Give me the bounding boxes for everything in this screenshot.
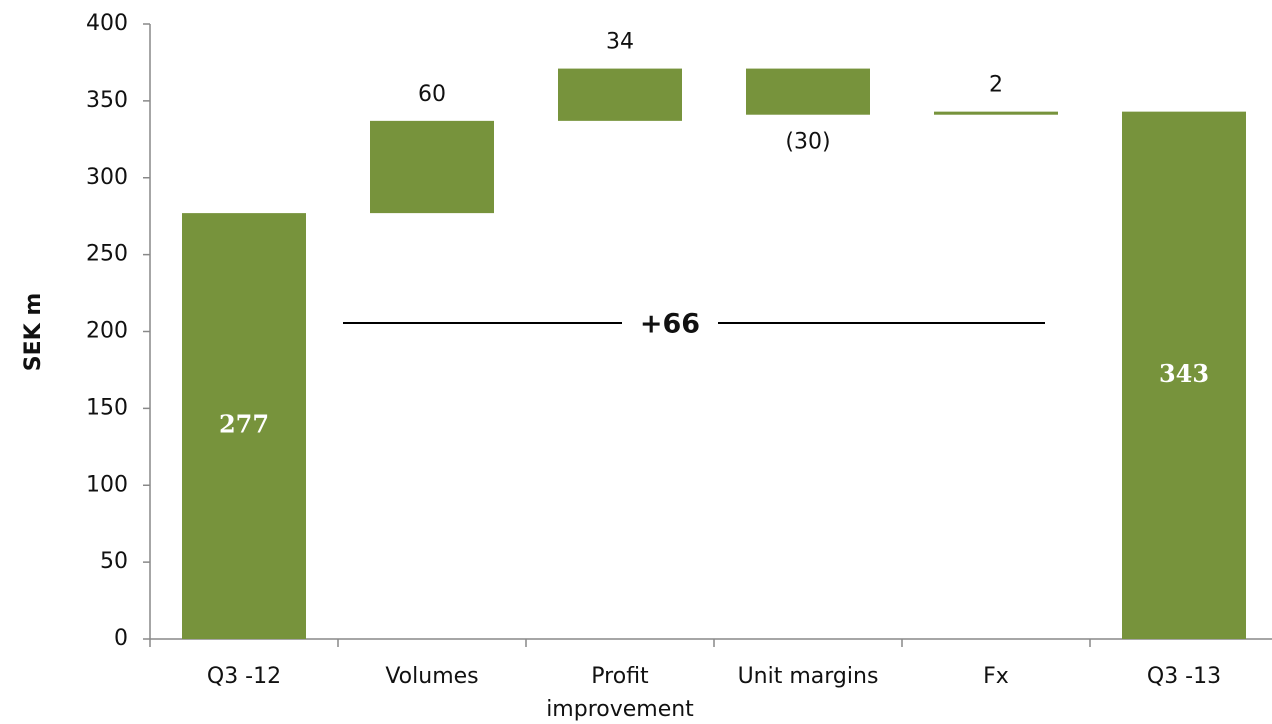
y-tick-label: 200	[86, 319, 128, 344]
y-tick-label: 350	[86, 88, 128, 113]
y-tick-label: 150	[86, 395, 128, 420]
y-tick-label: 400	[86, 11, 128, 36]
value-label: 34	[606, 30, 634, 55]
value-label: 277	[219, 410, 269, 439]
y-tick-label: 0	[114, 626, 128, 651]
x-tick-label: Volumes	[385, 664, 478, 689]
annotation: +66	[640, 309, 700, 340]
y-tick-label: 300	[86, 165, 128, 190]
value-label: 343	[1159, 359, 1209, 388]
x-tick-label: Fx	[983, 664, 1009, 689]
bar	[1122, 111, 1246, 639]
bar	[558, 68, 682, 121]
bar	[934, 111, 1058, 115]
x-tick-label: Unit margins	[738, 664, 879, 689]
bar	[370, 120, 494, 214]
bar	[746, 68, 870, 115]
y-axis-label: SEK m	[21, 293, 46, 372]
y-tick-label: 50	[100, 549, 128, 574]
value-label: (30)	[785, 130, 830, 155]
x-tick-label: Q3 -12	[207, 664, 281, 689]
value-label: 2	[989, 73, 1003, 98]
y-tick-label: 100	[86, 472, 128, 497]
value-label: 60	[418, 82, 446, 107]
y-tick-label: 250	[86, 242, 128, 267]
bar	[182, 213, 306, 640]
x-tick-label: Profit improvement	[546, 664, 694, 722]
x-tick-label: Q3 -13	[1147, 664, 1221, 689]
